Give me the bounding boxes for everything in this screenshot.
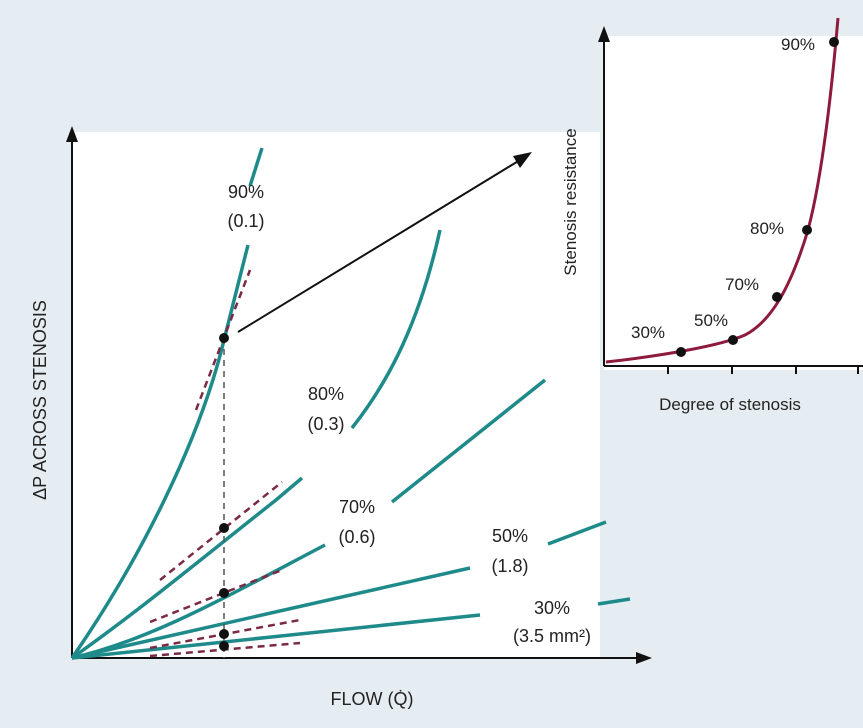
curve-90-top: [248, 147, 264, 187]
curve-labels: 90% (0.1) 80% (0.3) 70% (0.6) 50% (1.8) …: [227, 182, 591, 646]
label-50-percent: 50%: [492, 526, 528, 546]
label-30-percent: 30%: [534, 598, 570, 618]
inset-resistance-curve: [605, 17, 840, 364]
inset-point-80: [802, 225, 812, 235]
inset-label-70: 70%: [725, 275, 759, 294]
main-y-axis-arrow: [66, 126, 78, 142]
curve-30: [71, 613, 481, 660]
inset-label-50: 50%: [694, 311, 728, 330]
connector-arrowhead: [513, 152, 532, 168]
inset-point-70: [772, 292, 782, 302]
inset-y-axis-title: Stenosis resistance: [561, 128, 580, 275]
inset-x-axis-title: Degree of stenosis: [659, 395, 801, 414]
inset-point-90: [829, 37, 839, 47]
main-y-axis-title: ΔP ACROSS STENOSIS: [30, 300, 50, 500]
label-30-area: (3.5 mm²): [513, 626, 591, 646]
curve-50: [71, 566, 471, 660]
curve-80-top: [350, 229, 442, 430]
inset-label-80: 80%: [750, 219, 784, 238]
operating-points: [219, 333, 229, 651]
curve-30-top: [597, 597, 631, 606]
label-90-percent: 90%: [228, 182, 264, 202]
label-50-area: (1.8): [491, 556, 528, 576]
main-x-axis-title: FLOW (Q̇): [331, 689, 414, 709]
label-80-area: (0.3): [307, 414, 344, 434]
curve-70-top: [390, 378, 547, 504]
curve-80: [70, 476, 304, 660]
label-70-percent: 70%: [339, 497, 375, 517]
point-50: [219, 629, 229, 639]
point-70: [219, 588, 229, 598]
curve-90: [70, 244, 250, 659]
connector-arrow: [237, 159, 521, 333]
main-plot-panel: [72, 132, 600, 659]
pressure-flow-curves: [70, 147, 631, 660]
point-30: [219, 641, 229, 651]
inset-points: [676, 37, 839, 357]
inset-point-30: [676, 347, 686, 357]
inset-label-90: 90%: [781, 35, 815, 54]
inset-label-30: 30%: [631, 323, 665, 342]
label-80-percent: 80%: [308, 384, 344, 404]
curve-50-top: [547, 520, 607, 546]
inset-point-50: [728, 335, 738, 345]
inset-point-labels: 30% 50% 70% 80% 90%: [631, 35, 815, 342]
point-90: [219, 333, 229, 343]
main-x-axis-arrow: [636, 652, 652, 664]
inset-x-ticks: [667, 366, 859, 374]
inset-y-axis-arrow: [598, 26, 610, 42]
inset-panel: [604, 36, 863, 370]
label-90-area: (0.1): [227, 211, 264, 231]
point-80: [219, 523, 229, 533]
label-70-area: (0.6): [338, 527, 375, 547]
